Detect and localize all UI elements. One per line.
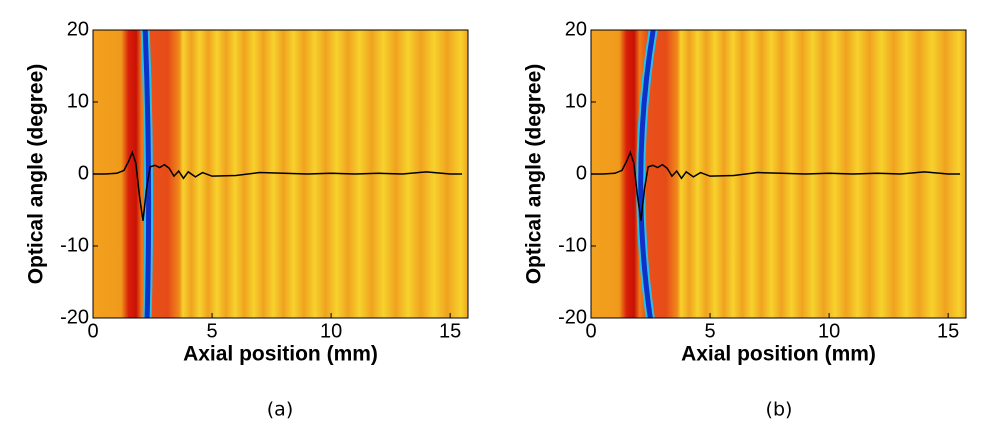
y-tick-label: 0 <box>78 162 89 184</box>
y-tick-label: 0 <box>576 162 587 184</box>
trace-line <box>591 150 961 221</box>
y-tick-label: -20 <box>60 306 89 328</box>
plot-area <box>93 30 468 318</box>
x-axis-label: Axial position (mm) <box>681 343 876 366</box>
x-axis-label: Axial position (mm) <box>183 343 378 366</box>
x-tick-label: 0 <box>585 320 596 342</box>
x-tick-label: 5 <box>704 320 715 342</box>
x-tick-label: 10 <box>818 320 840 342</box>
x-tick-label: 0 <box>87 320 98 342</box>
y-tick-label: -10 <box>60 234 89 256</box>
caption: (b) <box>766 399 793 421</box>
y-tick-label: -10 <box>558 234 587 256</box>
y-tick-label: 10 <box>67 90 89 112</box>
y-tick-label: -20 <box>558 306 587 328</box>
y-axis-label: Optical angle (degree) <box>25 64 48 285</box>
plot-area <box>591 30 966 318</box>
x-tick-label: 15 <box>439 320 461 342</box>
caption: (a) <box>267 399 293 421</box>
trace-line <box>93 150 463 221</box>
x-tick-label: 5 <box>206 320 217 342</box>
y-axis-label: Optical angle (degree) <box>523 64 546 285</box>
wavefront <box>638 30 656 318</box>
x-tick-label: 15 <box>937 320 959 342</box>
y-tick-label: 10 <box>565 90 587 112</box>
x-tick-label: 10 <box>320 320 342 342</box>
y-tick-label: 20 <box>67 18 89 40</box>
y-tick-label: 20 <box>565 18 587 40</box>
